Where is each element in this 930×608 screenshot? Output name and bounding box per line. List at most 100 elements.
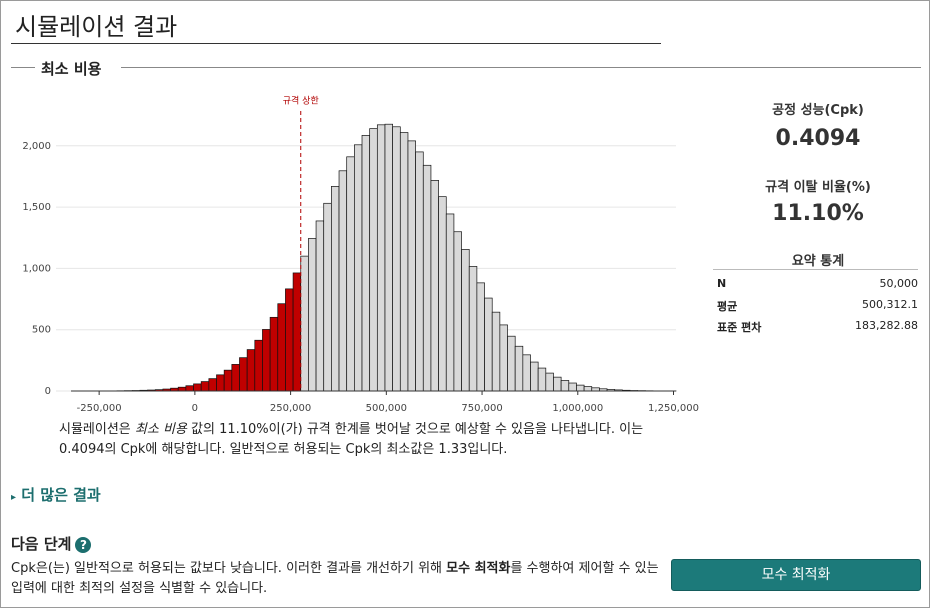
bar xyxy=(254,339,263,392)
bar xyxy=(323,202,332,392)
bar xyxy=(461,249,470,392)
y-tick-label: 2,000 xyxy=(22,141,51,152)
bar xyxy=(530,361,539,392)
bar xyxy=(553,376,562,392)
summary-rule xyxy=(713,269,918,270)
bar xyxy=(361,135,371,392)
text: 다음 단계 xyxy=(11,535,72,553)
bar xyxy=(484,297,493,392)
emphasis: 모수 최적화 xyxy=(446,561,511,576)
help-icon[interactable]: ? xyxy=(75,537,92,553)
x-tick-label: 250,000 xyxy=(270,403,311,414)
bar xyxy=(308,238,317,392)
bar xyxy=(277,303,286,392)
bar xyxy=(576,384,585,392)
bar xyxy=(193,383,202,392)
x-tick-label: 1,000,000 xyxy=(552,403,603,414)
bar xyxy=(292,272,302,392)
cpk-value: 0.4094 xyxy=(775,126,861,151)
cpk-label: 공정 성능(Cpk) xyxy=(772,103,864,118)
stat-row: N 50,000 xyxy=(717,277,918,290)
bar xyxy=(491,311,501,392)
y-tick-label: 1,000 xyxy=(22,263,51,274)
stat-value: 50,000 xyxy=(879,277,919,290)
bar xyxy=(185,385,194,392)
bar xyxy=(177,386,187,392)
section-title: 최소 비용 xyxy=(41,60,102,78)
histogram: 0 500 1,000 1,500 2,000 -250,000 0 250,000 500,0… xyxy=(22,95,699,415)
bar xyxy=(583,386,593,392)
text: 시뮬레이션은 xyxy=(59,422,135,437)
bar xyxy=(522,354,531,392)
bar xyxy=(399,132,409,392)
stat-value: 500,312.1 xyxy=(862,298,918,311)
bar xyxy=(200,381,210,392)
bar xyxy=(453,231,462,392)
bar xyxy=(216,374,225,392)
bar xyxy=(239,357,248,392)
bar xyxy=(369,128,378,392)
y-tick-label: 1,500 xyxy=(22,202,51,213)
bar xyxy=(338,170,348,392)
bar xyxy=(499,324,508,392)
bar xyxy=(545,372,554,392)
more-results-toggle[interactable]: ▸ 더 많은 결과 xyxy=(11,486,101,504)
bar xyxy=(438,196,447,392)
bar xyxy=(208,378,217,392)
stat-row: 표준 편차 183,282.88 xyxy=(717,319,918,335)
bar xyxy=(285,288,294,392)
bar xyxy=(315,220,325,392)
stat-value: 183,282.88 xyxy=(855,319,918,332)
bar xyxy=(507,335,516,392)
y-tick-label: 0 xyxy=(45,386,51,397)
variable-name: 최소 비용 xyxy=(134,422,187,437)
bar xyxy=(300,255,309,392)
bar xyxy=(430,180,439,392)
bar xyxy=(476,282,485,392)
bar xyxy=(468,266,478,392)
text: 를 수행하여 제어할 수 있는 입력에 대한 최적의 설정을 식별할 수 있습니… xyxy=(11,561,659,596)
bar xyxy=(514,345,524,392)
bar xyxy=(223,369,233,392)
bar xyxy=(422,164,432,392)
y-tick-label: 500 xyxy=(32,325,51,336)
stat-key: 표준 편차 xyxy=(717,321,762,334)
x-tick-label: 750,000 xyxy=(461,403,502,414)
bar xyxy=(354,144,363,392)
bar xyxy=(246,349,256,392)
out-value: 11.10% xyxy=(772,201,864,226)
page-title: 시뮬레이션 결과 xyxy=(15,13,178,41)
link-text[interactable]: 더 많은 결과 xyxy=(21,486,101,504)
next-steps-text: Cpk은(는) 일반적으로 허용되는 값보다 낮습니다. 이러한 결과를 개선하… xyxy=(11,559,661,599)
bar xyxy=(407,140,416,392)
bar xyxy=(376,124,386,392)
optimize-button[interactable]: 모수 최적화 xyxy=(671,559,921,591)
summary-title: 요약 통계 xyxy=(791,254,845,269)
stat-key: N xyxy=(717,277,727,290)
x-tick-label: 500,000 xyxy=(366,403,407,414)
x-tick-label: -250,000 xyxy=(77,403,122,414)
next-steps-title: 다음 단계? xyxy=(11,533,92,554)
section-rule xyxy=(121,67,921,68)
bar xyxy=(445,213,455,392)
bar xyxy=(331,186,340,392)
spec-limit-label: 규격 상한 xyxy=(283,95,319,107)
bar xyxy=(392,126,401,392)
section-rule xyxy=(11,67,35,68)
x-tick-label: 1,250,000 xyxy=(648,403,699,414)
stat-row: 평균 500,312.1 xyxy=(717,298,918,314)
bar xyxy=(568,382,577,392)
bar xyxy=(231,364,240,392)
bar xyxy=(346,156,355,392)
text: Cpk은(는) 일반적으로 허용되는 값보다 낮습니다. 이러한 결과를 개선하… xyxy=(11,561,447,576)
description: 시뮬레이션은 최소 비용 값의 11.10%이(가) 규격 한계를 벗어날 것으… xyxy=(59,420,669,460)
bar xyxy=(262,329,271,392)
stat-key: 평균 xyxy=(717,300,738,313)
bar xyxy=(537,367,547,392)
bar xyxy=(560,380,570,392)
bar xyxy=(415,151,424,392)
text: 값의 11.10%이(가) 규격 한계를 벗어날 것으로 예상할 수 있음을 나… xyxy=(59,422,644,457)
out-label: 규격 이탈 비율(%) xyxy=(765,180,871,195)
x-tick-label: 0 xyxy=(192,403,198,414)
